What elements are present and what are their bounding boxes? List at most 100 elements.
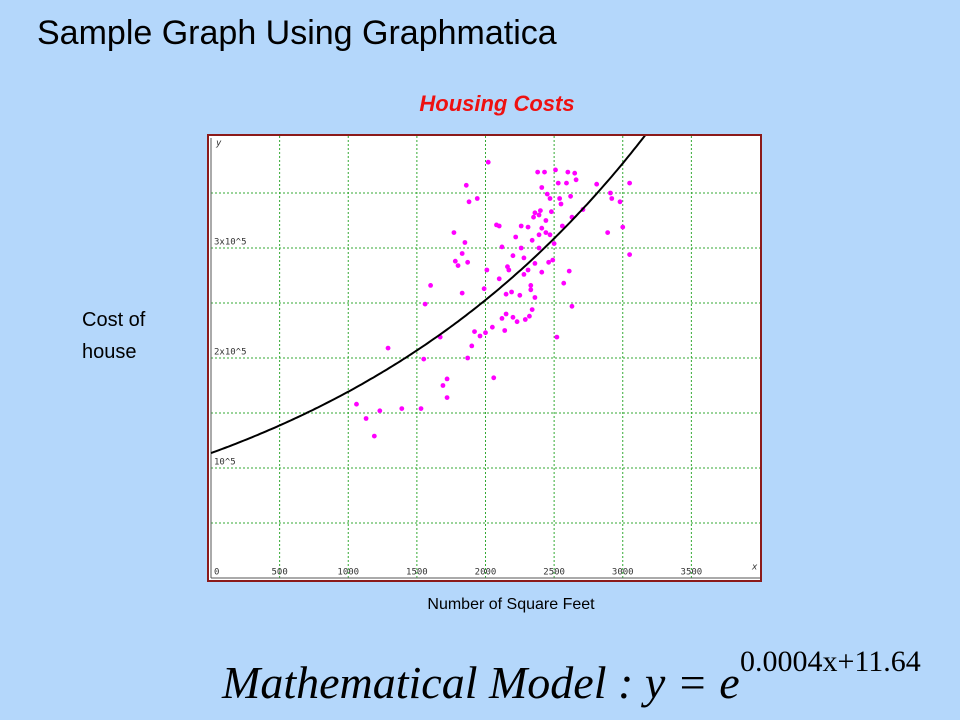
data-point (502, 328, 508, 333)
y-axis-variable: y (215, 139, 222, 149)
model-curve (210, 136, 646, 455)
plot: 0 10^5 2x10^5 3x10^5 500 1000 1500 2000 2500 3000… (210, 136, 760, 580)
data-point (440, 383, 446, 388)
data-point (536, 245, 542, 251)
data-point (459, 251, 465, 256)
slide-title: Sample Graph Using Graphmatica (37, 14, 557, 52)
y-axis-label: Cost of house (82, 309, 146, 363)
x-tick-label: 1500 (406, 568, 428, 578)
data-point (539, 225, 545, 231)
data-point (485, 159, 491, 165)
data-point (452, 258, 458, 264)
data-point (539, 269, 545, 275)
data-point (572, 170, 578, 176)
data-point (463, 182, 469, 188)
data-point (550, 257, 556, 263)
data-point (543, 230, 549, 236)
data-point (472, 329, 477, 334)
data-point (506, 267, 512, 273)
data-point (535, 169, 541, 175)
data-point (363, 416, 369, 421)
data-point (532, 261, 538, 266)
data-point (496, 276, 502, 282)
data-point (484, 267, 490, 273)
data-point (627, 180, 633, 186)
data-point (546, 259, 552, 265)
data-point (481, 286, 487, 292)
data-point (554, 334, 560, 340)
data-point (483, 330, 488, 336)
data-point (532, 295, 538, 300)
data-point (617, 199, 623, 205)
x-tick-label: 2000 (475, 568, 497, 578)
data-point (558, 201, 564, 207)
data-point (568, 193, 573, 199)
data-point (529, 237, 535, 243)
data-point (525, 267, 531, 273)
data-point (528, 287, 534, 293)
data-point (465, 355, 471, 361)
x-tick-label: 3000 (612, 568, 634, 578)
data-point (422, 301, 428, 307)
data-point (566, 268, 572, 274)
data-point (548, 209, 554, 215)
data-point (444, 376, 450, 382)
y-tick-label: 2x10^5 (214, 348, 247, 358)
data-point (462, 240, 468, 245)
data-point (503, 311, 509, 317)
data-point (536, 232, 542, 238)
data-point (532, 210, 538, 216)
data-point (477, 333, 483, 339)
data-point (573, 177, 579, 183)
data-point (547, 232, 553, 238)
x-tick-label: 500 (271, 568, 287, 578)
data-point (510, 253, 516, 259)
data-point (503, 291, 509, 297)
data-point (459, 290, 465, 296)
data-point (609, 196, 615, 201)
data-point (561, 280, 567, 286)
data-point (354, 401, 359, 407)
data-point (517, 292, 523, 298)
data-point (536, 212, 542, 218)
data-point (529, 307, 535, 312)
data-point (418, 406, 424, 411)
data-point (444, 395, 450, 400)
x-tick-label: 3500 (681, 568, 703, 578)
data-point (489, 324, 495, 330)
data-point (371, 433, 377, 439)
data-point (564, 180, 569, 186)
x-tick-label: 2500 (543, 568, 565, 578)
y-tick-label: 3x10^5 (214, 238, 247, 248)
data-point (551, 241, 557, 247)
data-point (455, 263, 461, 268)
data-point (527, 313, 532, 319)
y-tick-label: 0 (214, 568, 219, 578)
data-point (620, 224, 626, 230)
x-axis-variable: x (751, 563, 758, 573)
chart-title: Housing Costs (419, 91, 574, 116)
data-point (559, 223, 565, 229)
data-point (565, 169, 571, 175)
data-point (521, 272, 527, 277)
data-point (451, 230, 457, 236)
equation-lhs: Mathematical Model : y = e (221, 657, 740, 708)
data-point (605, 230, 611, 236)
data-point (557, 196, 563, 201)
data-point (539, 185, 545, 190)
data-point (543, 218, 549, 223)
data-point (466, 199, 472, 205)
data-point (542, 169, 547, 175)
data-point (594, 181, 600, 187)
data-point (510, 314, 516, 320)
data-point (538, 208, 543, 214)
x-tick-label: 1000 (337, 568, 359, 578)
x-axis-label: Number of Square Feet (427, 596, 595, 613)
data-point (491, 375, 497, 381)
data-point (509, 289, 514, 295)
data-point (499, 244, 505, 250)
data-point (607, 190, 613, 196)
data-point (531, 214, 536, 220)
